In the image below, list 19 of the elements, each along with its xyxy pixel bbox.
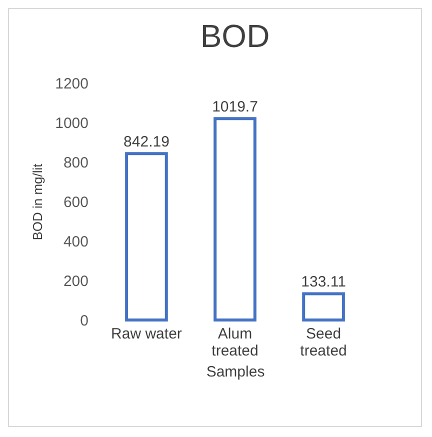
y-tick-label: 200	[63, 273, 88, 290]
x-tick-label: Raw water	[111, 326, 182, 342]
chart-title: BOD	[200, 18, 270, 54]
data-label: 133.11	[301, 274, 346, 291]
x-tick-label: Seed treated	[300, 326, 347, 360]
y-tick-label: 0	[80, 312, 88, 330]
y-tick-label: 1000	[55, 115, 88, 132]
x-axis-title: Samples	[206, 364, 265, 380]
bar	[302, 292, 345, 322]
y-tick-label: 400	[63, 234, 88, 250]
data-label: 1019.7	[212, 98, 258, 116]
y-axis-title: BOD in mg/lit	[30, 163, 46, 240]
x-tick-label: Alum treated	[212, 326, 258, 360]
y-tick-label: 600	[63, 194, 88, 211]
bar	[125, 152, 168, 322]
y-tick-label: 1200	[55, 76, 88, 92]
data-label: 842.19	[124, 134, 170, 151]
bar	[214, 117, 256, 322]
y-tick-label: 800	[63, 154, 88, 172]
